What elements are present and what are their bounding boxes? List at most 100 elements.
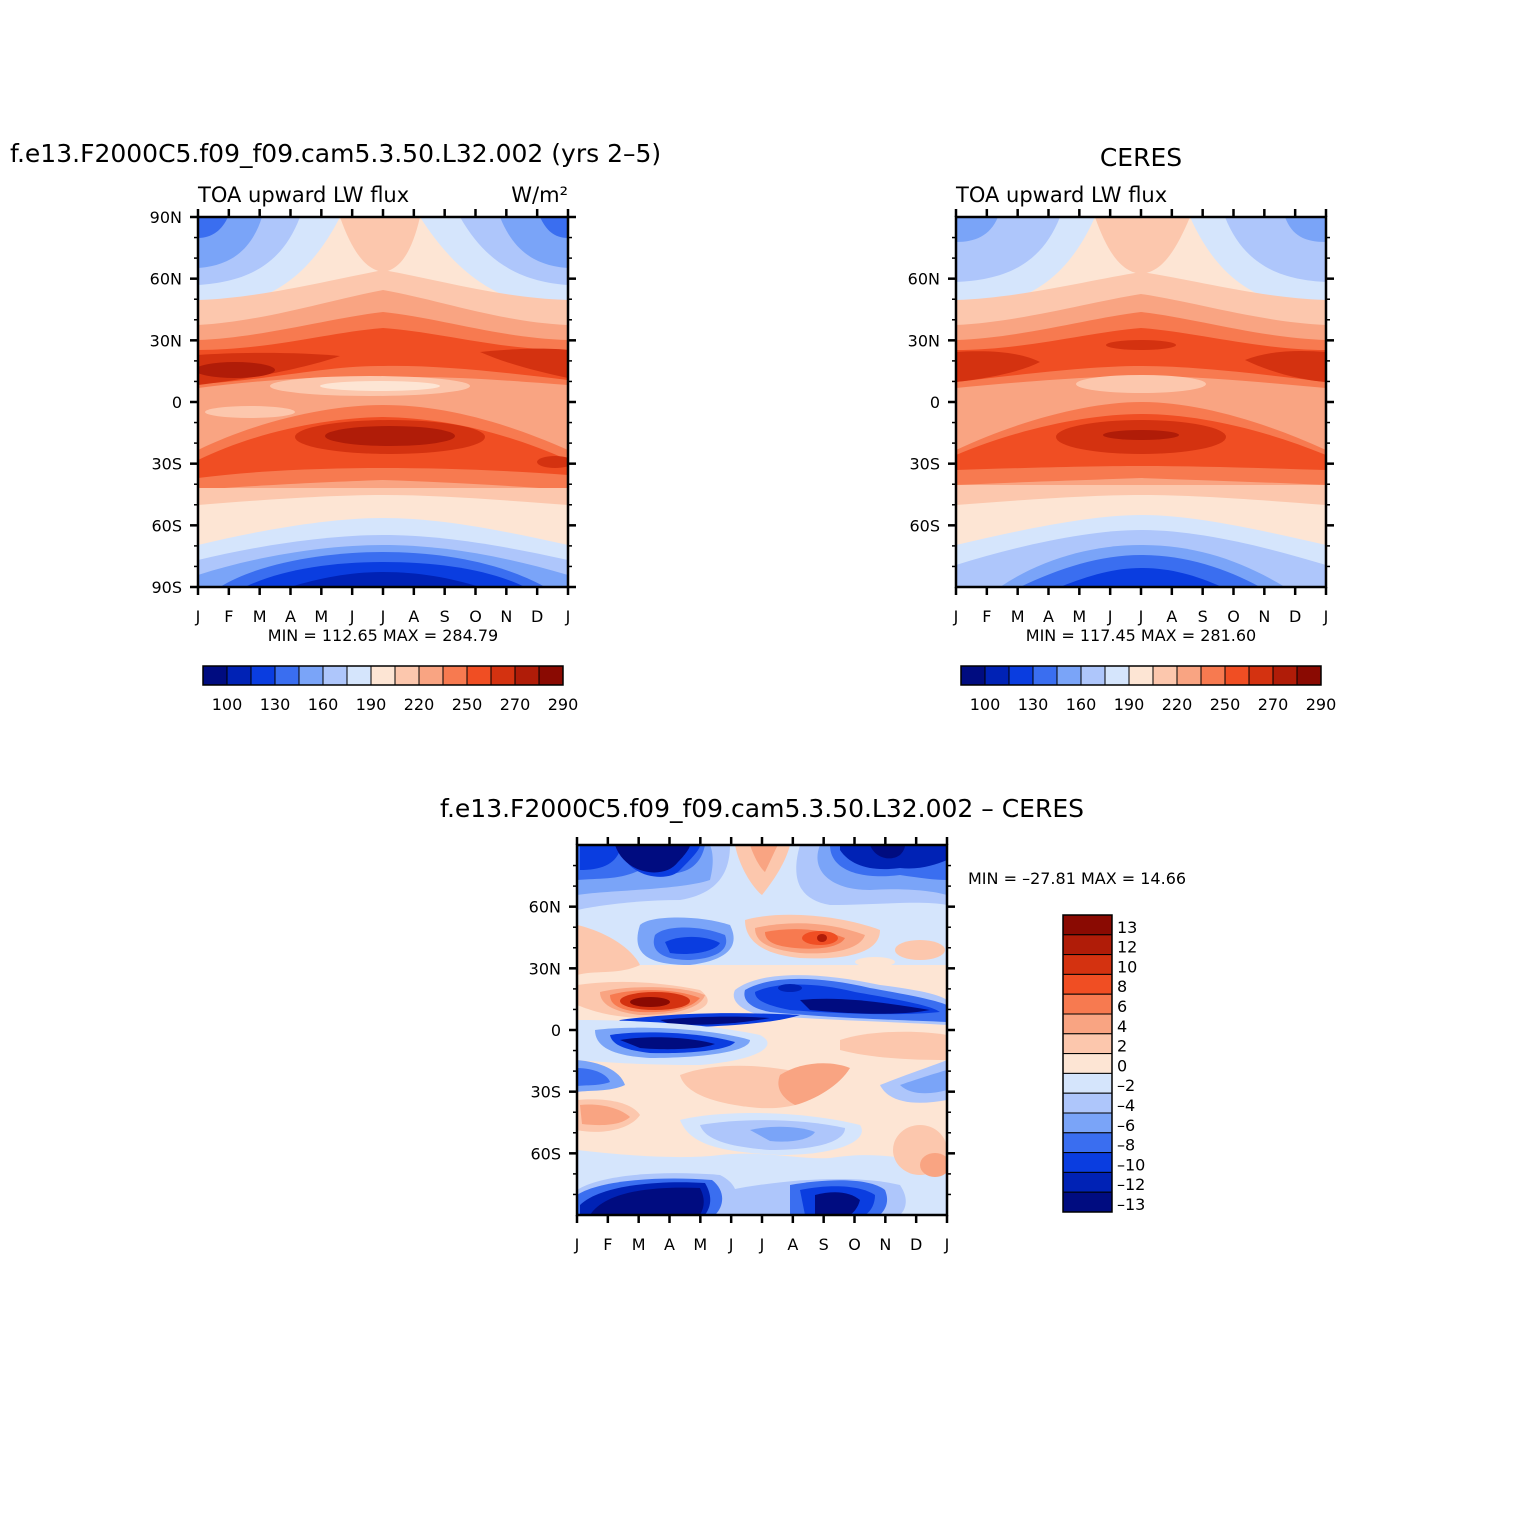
lat-label: 30S: [151, 455, 182, 474]
month-label: N: [879, 1235, 891, 1254]
colorbar-box: [1062, 914, 1113, 936]
panel-model-ticks: [190, 209, 576, 595]
colorbar-label: 12: [1117, 938, 1137, 957]
colorbar-box: [1200, 665, 1226, 686]
colorbar-box: [490, 665, 516, 686]
month-label: J: [574, 1235, 580, 1254]
panel-model-colorbar: 100 130 160 190 220 250 270 290: [202, 665, 579, 714]
month-label: J: [1138, 607, 1144, 626]
colorbar-box: [1152, 665, 1178, 686]
colorbar-box: [274, 665, 300, 686]
month-label: A: [285, 607, 296, 626]
month-label: J: [565, 607, 571, 626]
month-label: A: [664, 1235, 675, 1254]
colorbar-box: [1176, 665, 1202, 686]
panel-obs: CERES TOA upward LW flux: [908, 143, 1337, 714]
month-label: M: [1011, 607, 1025, 626]
month-label: D: [531, 607, 543, 626]
colorbar-box: [298, 665, 324, 686]
colorbar-label: –8: [1117, 1136, 1135, 1155]
colorbar-box: [1296, 665, 1322, 686]
colorbar-box: [1128, 665, 1154, 686]
month-label: N: [1258, 607, 1270, 626]
colorbar-box: [1062, 1053, 1113, 1074]
colorbar-label: –6: [1117, 1116, 1135, 1135]
lat-label: 0: [551, 1021, 561, 1040]
month-label: O: [1227, 607, 1240, 626]
colorbar-box: [1008, 665, 1034, 686]
colorbar-frame: [1062, 914, 1113, 1213]
month-label: O: [848, 1235, 861, 1254]
colorbar-box: [442, 665, 468, 686]
month-label: N: [500, 607, 512, 626]
colorbar-box: [538, 665, 564, 686]
colorbar-box: [1224, 665, 1250, 686]
colorbar-box: [418, 665, 444, 686]
colorbar-label: 250: [1210, 695, 1241, 714]
month-label: A: [1043, 607, 1054, 626]
colorbar-box: [226, 665, 252, 686]
month-label: J: [380, 607, 386, 626]
month-label: A: [787, 1235, 798, 1254]
colorbar-box: [1062, 1013, 1113, 1035]
colorbar-label: 290: [548, 695, 579, 714]
lat-label: 90S: [151, 578, 182, 597]
lat-label: 90N: [150, 208, 182, 227]
lat-label: 30S: [530, 1083, 561, 1102]
colorbar-box: [1062, 973, 1113, 995]
colorbar-box: [514, 665, 540, 686]
panel-diff-lat-labels: 60N 30N 0 30S 60S: [529, 898, 561, 1164]
month-label: M: [314, 607, 328, 626]
lat-label: 30N: [150, 331, 182, 350]
lat-label: 60N: [908, 270, 940, 289]
colorbar-box: [1248, 665, 1274, 686]
colorbar-label: 220: [1162, 695, 1193, 714]
lat-label: 30N: [908, 331, 940, 350]
colorbar-label: 130: [1018, 695, 1049, 714]
colorbar-box: [1032, 665, 1058, 686]
colorbar-box: [1062, 1132, 1113, 1154]
colorbar-label: 270: [500, 695, 531, 714]
lat-label: 30N: [529, 959, 561, 978]
month-label: J: [759, 1235, 765, 1254]
panel-obs-lat-labels: 60N 30N 0 30S 60S: [908, 270, 940, 536]
colorbar-label: –10: [1117, 1155, 1145, 1174]
month-label: M: [1072, 607, 1086, 626]
month-label: F: [603, 1235, 612, 1254]
lat-label: 60S: [909, 516, 940, 535]
month-label: D: [910, 1235, 922, 1254]
month-label: J: [195, 607, 201, 626]
colorbar-label: 0: [1117, 1056, 1127, 1075]
colorbar-label: 10: [1117, 957, 1137, 976]
colorbar-box: [1062, 993, 1113, 1015]
colorbar-label: 250: [452, 695, 483, 714]
panel-obs-minmax: MIN = 117.45 MAX = 281.60: [1026, 626, 1256, 645]
colorbar-label: 100: [212, 695, 243, 714]
colorbar-box: [1104, 665, 1130, 686]
colorbar-box: [960, 665, 986, 686]
colorbar-frame: [202, 665, 564, 686]
colorbar-box: [1062, 1072, 1113, 1094]
colorbar-box: [202, 665, 228, 686]
colorbar-label: 13: [1117, 918, 1137, 937]
colorbar-box: [1272, 665, 1298, 686]
month-label: S: [819, 1235, 829, 1254]
colorbar-box: [250, 665, 276, 686]
panel-obs-contours: [956, 217, 1326, 587]
colorbar-box: [370, 665, 396, 686]
month-label: D: [1289, 607, 1301, 626]
panel-model-minmax: MIN = 112.65 MAX = 284.79: [268, 626, 498, 645]
month-label: J: [1323, 607, 1329, 626]
panel-model-units: W/m²: [511, 183, 568, 207]
colorbar-box: [1062, 1033, 1113, 1055]
colorbar-label: 100: [970, 695, 1001, 714]
colorbar-label: 220: [404, 695, 435, 714]
colorbar-label: –13: [1117, 1195, 1145, 1214]
panel-obs-colorbar: 100 130 160 190 220 250 270 290: [960, 665, 1336, 714]
colorbar-label: 6: [1117, 997, 1127, 1016]
colorbar-box: [1062, 1171, 1113, 1193]
